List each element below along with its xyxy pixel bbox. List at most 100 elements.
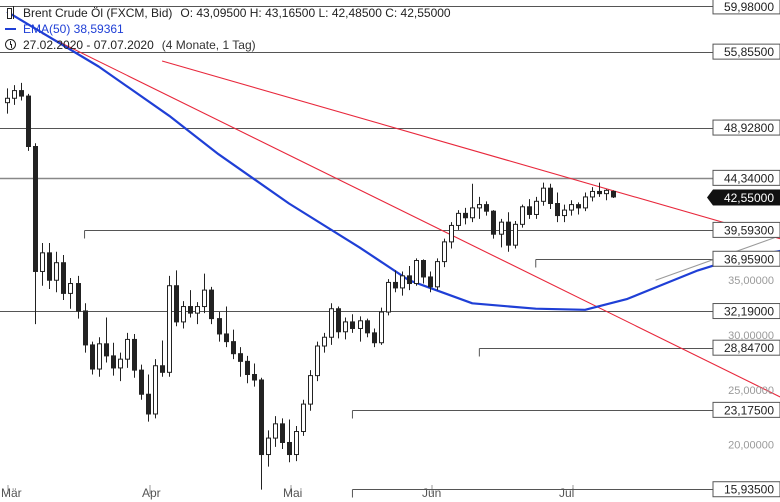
candle-body xyxy=(456,212,461,226)
candle-body xyxy=(12,90,17,99)
level-labels: 59,98000 55,85500 48,92800 44,34000 39,59300… xyxy=(707,0,780,498)
candle-body xyxy=(365,320,370,334)
candle-body xyxy=(477,204,482,209)
level-label: 28,84700 xyxy=(724,341,774,355)
candle-body xyxy=(174,285,179,323)
candle-body xyxy=(407,275,412,285)
y-tick-label: 20,00000 xyxy=(728,440,774,452)
y-axis-ticks: 35,00000 30,00000 25,00000 20,00000 xyxy=(728,275,774,451)
candle-body xyxy=(202,289,207,308)
candle-body xyxy=(393,281,398,289)
candle-body xyxy=(5,97,10,104)
level-label-box xyxy=(712,169,780,186)
candle-body xyxy=(548,187,553,205)
level-label-box xyxy=(712,0,780,15)
candle-body xyxy=(146,393,151,415)
candle-body xyxy=(534,200,539,215)
candle-body xyxy=(160,365,165,373)
y-tick-label: 35,00000 xyxy=(728,275,774,287)
candle-body xyxy=(322,336,327,347)
x-axis-label: Mär xyxy=(1,486,22,500)
candle-body xyxy=(224,333,229,343)
ema-value: EMA(50) 38,59361 xyxy=(23,22,124,36)
candle-body xyxy=(294,431,299,456)
ohlc-values: O: 43,09500 H: 43,16500 L: 42,48500 C: 4… xyxy=(180,6,451,20)
red-trend-line xyxy=(161,60,780,240)
candle-body xyxy=(259,379,264,456)
candlesticks xyxy=(5,82,616,490)
candlestick-icon xyxy=(4,6,18,20)
candle-body xyxy=(238,353,243,362)
level-label: 36,95900 xyxy=(724,252,774,266)
level-label: 32,19000 xyxy=(724,305,774,319)
candle-body xyxy=(61,262,66,294)
level-label: 59,98000 xyxy=(724,0,774,14)
candle-body xyxy=(90,344,95,370)
candle-body xyxy=(379,311,384,344)
candle-body xyxy=(76,283,81,312)
candle-body xyxy=(527,206,532,215)
candle-body xyxy=(463,212,468,219)
candle-body xyxy=(315,345,320,377)
candle-body xyxy=(245,360,250,376)
candle-body xyxy=(506,221,511,246)
ema-line-icon xyxy=(4,22,18,36)
candle-body xyxy=(33,146,38,272)
candle-body xyxy=(40,252,45,272)
candle-body xyxy=(576,204,581,209)
level-label: 48,92800 xyxy=(724,121,774,135)
candle-body xyxy=(513,223,518,246)
candle-body xyxy=(47,252,52,281)
candle-body xyxy=(400,275,405,289)
candle-body xyxy=(188,306,193,314)
candle-body xyxy=(231,341,236,355)
level-label: 39,59300 xyxy=(724,223,774,237)
x-axis-label: Apr xyxy=(142,486,161,500)
candle-body xyxy=(118,358,123,369)
candle-body xyxy=(435,261,440,288)
level-label-box xyxy=(712,221,780,238)
candle-body xyxy=(301,403,306,433)
candle-body xyxy=(125,338,130,360)
candle-body xyxy=(372,332,377,344)
ema-line xyxy=(6,10,780,311)
candle-body xyxy=(83,310,88,346)
legend-period-row: 27.02.2020 - 07.07.2020 (4 Monate, 1 Tag… xyxy=(4,37,451,53)
candle-body xyxy=(329,308,334,338)
candle-body xyxy=(421,260,426,278)
candle-body xyxy=(252,374,257,381)
candle-body xyxy=(414,260,419,285)
ema50-line xyxy=(6,10,780,311)
candle-body xyxy=(470,207,475,219)
candle-body xyxy=(336,308,341,333)
candle-body xyxy=(597,190,602,195)
candle-body xyxy=(153,365,158,415)
level-label: 55,85500 xyxy=(724,45,774,59)
candle-body xyxy=(604,189,609,195)
candle-body xyxy=(590,190,595,198)
candle-body xyxy=(111,355,116,369)
x-axis-label: Mai xyxy=(283,486,302,500)
level-label-box xyxy=(712,250,780,267)
candle-body xyxy=(499,221,504,235)
candle-body xyxy=(68,283,73,294)
chart-legend: Brent Crude Öl (FXCM, Bid) O: 43,09500 H… xyxy=(4,5,451,53)
level-label: 15,93500 xyxy=(724,483,774,497)
level-label: 23,17500 xyxy=(724,403,774,417)
x-axis-label: Jun xyxy=(422,486,441,500)
candle-body xyxy=(449,224,454,243)
instrument-name: Brent Crude Öl (FXCM, Bid) xyxy=(23,6,173,20)
legend-instrument-row: Brent Crude Öl (FXCM, Bid) O: 43,09500 H… xyxy=(4,5,451,21)
level-label-box xyxy=(712,119,780,136)
candle-body xyxy=(484,204,489,212)
level-label-box xyxy=(712,43,780,60)
x-axis-labels: Mär Apr Mai Jun Jul xyxy=(1,486,574,500)
candle-body xyxy=(132,338,137,371)
legend-ema-row: EMA(50) 38,59361 xyxy=(4,21,451,37)
y-tick-label: 30,00000 xyxy=(728,330,774,342)
period-note: (4 Monate, 1 Tag) xyxy=(161,38,256,52)
candle-body xyxy=(569,204,574,211)
candle-body xyxy=(520,206,525,225)
candle-body xyxy=(541,187,546,202)
